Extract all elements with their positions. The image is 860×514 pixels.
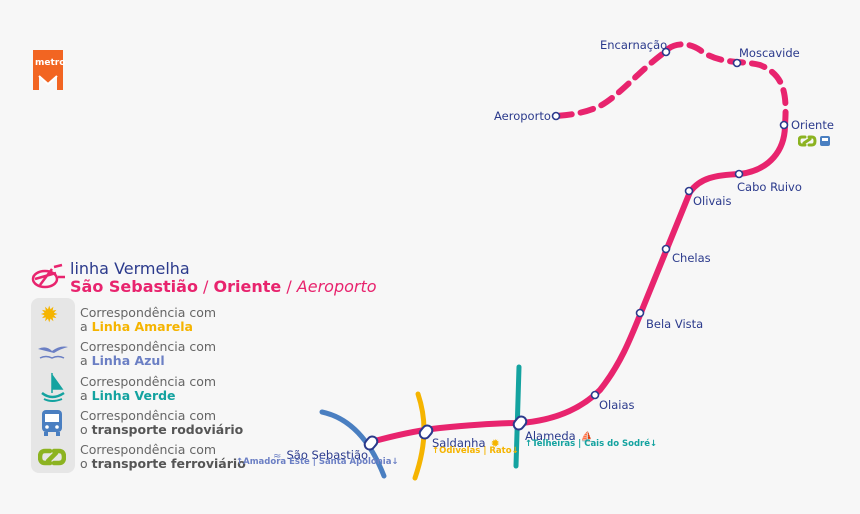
station-dot-moscavide[interactable] <box>732 58 742 68</box>
green-line <box>513 364 522 469</box>
blue-line <box>319 409 387 479</box>
interchange-sao-sebastiao[interactable] <box>363 434 380 451</box>
red-line <box>368 122 788 445</box>
station-dot-olivais[interactable] <box>684 186 694 196</box>
caravel-icon: ⛵ <box>580 432 594 443</box>
legend-item-bus: Correspondência com o transporte rodoviá… <box>80 408 244 437</box>
caravel-icon <box>38 371 68 407</box>
station-dot-aeroporto[interactable] <box>551 111 561 121</box>
yellow-line-directions: ↑Odivelas | Rato↓ <box>432 446 519 456</box>
sunflower-icon: ✹ <box>490 437 500 450</box>
station-sao-sebastiao[interactable]: ≈ São Sebastião <box>273 448 369 462</box>
metro-logo: metro <box>31 48 65 92</box>
blue-line-directions: ↑Amadora Este | Santa Apolónia↓ <box>236 457 399 467</box>
sunflower-icon: ✹ <box>40 303 59 328</box>
interchange-alameda[interactable] <box>512 414 529 431</box>
station-olaias[interactable]: Olaias <box>599 398 635 412</box>
seagull-icon <box>36 343 70 365</box>
legend-route: São Sebastião / Oriente / Aeroporto <box>70 277 377 296</box>
station-oriente[interactable]: Oriente <box>791 118 834 132</box>
cp-train-icon <box>37 448 67 470</box>
green-line-directions: ↑Telheiras | Cais do Sodré↓ <box>525 439 658 449</box>
interchange-saldanha[interactable] <box>418 423 435 440</box>
route-sao-sebastiao: São Sebastião <box>70 277 198 296</box>
logo-text: metro <box>35 58 66 68</box>
station-cabo-ruivo[interactable]: Cabo Ruivo <box>737 180 802 194</box>
red-line-extension <box>553 41 789 128</box>
station-chelas[interactable]: Chelas <box>672 251 711 265</box>
legend-item-green: Correspondência com a Linha Verde <box>80 374 217 403</box>
legend-title: linha Vermelha <box>70 259 190 278</box>
station-dot-olaias[interactable] <box>590 390 600 400</box>
red-line-emblem-icon <box>30 263 66 293</box>
legend-item-train: Correspondência com o transporte ferrovi… <box>80 442 246 471</box>
seagull-icon: ≈ <box>273 451 282 462</box>
bus-icon <box>820 136 830 146</box>
station-dot-oriente[interactable] <box>779 120 789 130</box>
station-dot-bela-vista[interactable] <box>635 308 645 318</box>
station-saldanha[interactable]: Saldanha ✹ <box>432 436 500 450</box>
station-moscavide[interactable]: Moscavide <box>739 46 800 60</box>
station-dot-encarnacao[interactable] <box>661 47 671 57</box>
station-bela-vista[interactable]: Bela Vista <box>646 317 704 331</box>
station-dot-cabo-ruivo[interactable] <box>734 169 744 179</box>
station-aeroporto[interactable]: Aeroporto <box>494 109 551 123</box>
station-olivais[interactable]: Olivais <box>693 194 732 208</box>
station-dot-chelas[interactable] <box>661 244 671 254</box>
cp-train-icon <box>797 135 817 147</box>
station-alameda[interactable]: Alameda ⛵ <box>525 429 594 443</box>
route-oriente: Oriente <box>213 277 282 296</box>
legend-item-yellow: Correspondência com a Linha Amarela <box>80 305 217 334</box>
bus-icon <box>41 409 63 441</box>
oriente-connections <box>797 132 832 151</box>
route-aeroporto: Aeroporto <box>296 277 377 296</box>
station-encarnacao[interactable]: Encarnação <box>600 38 668 52</box>
legend-item-blue: Correspondência com a Linha Azul <box>80 339 217 368</box>
